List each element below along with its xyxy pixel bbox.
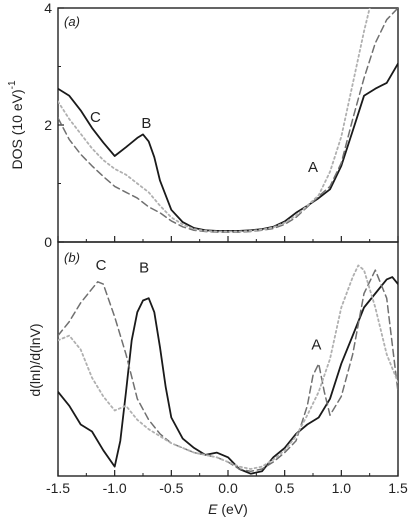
x-tick-label: 1.0 bbox=[332, 480, 352, 496]
peak-label-a: A bbox=[308, 159, 318, 176]
panel-b-frame bbox=[57, 241, 399, 477]
x-tick-label: -1.0 bbox=[103, 480, 127, 496]
series-dotted-line bbox=[58, 264, 398, 470]
x-tick-label: -0.5 bbox=[159, 480, 183, 496]
panel-b: -1.5 -1.0 -0.5 0.0 0.5 1.0 1.5 C B A (b) d(lnI)/… bbox=[27, 241, 408, 517]
panel-b-y-axis-label: d(lnI)/d(lnV) bbox=[27, 323, 43, 396]
panel-a-y-ticks: 0 2 4 bbox=[44, 0, 64, 250]
panel-b-tag: (b) bbox=[64, 250, 80, 265]
y-tick-label: 0 bbox=[44, 234, 52, 250]
x-tick-label: -1.5 bbox=[46, 480, 70, 496]
x-tick-label: 0.0 bbox=[218, 480, 238, 496]
peak-label-b: B bbox=[141, 115, 151, 132]
peak-label-c: C bbox=[90, 109, 101, 126]
panel-a-y-axis-label: DOS (10 eV)-1 bbox=[7, 80, 25, 169]
panel-b-x-ticks: -1.5 -1.0 -0.5 0.0 0.5 1.0 1.5 bbox=[46, 470, 408, 496]
peak-label-c: C bbox=[96, 257, 107, 274]
x-tick-label: 1.5 bbox=[388, 480, 408, 496]
x-tick-label: 0.5 bbox=[275, 480, 295, 496]
y-tick-label: 4 bbox=[44, 0, 52, 16]
x-axis-label: E (eV) bbox=[208, 501, 248, 517]
panel-a-frame bbox=[57, 7, 399, 243]
peak-label-b: B bbox=[139, 259, 149, 276]
panel-a-tag: (a) bbox=[64, 14, 80, 29]
series-dashed-line bbox=[58, 269, 398, 473]
series-dotted-line bbox=[58, 8, 371, 233]
panel-a-x-ticks bbox=[57, 236, 399, 242]
peak-label-a: A bbox=[311, 337, 321, 354]
y-tick-label: 2 bbox=[44, 117, 52, 133]
panel-b-annotations: C B A bbox=[96, 257, 322, 354]
series-solid-line bbox=[58, 62, 398, 232]
panel-a-annotations: C B A bbox=[90, 109, 318, 176]
series-dashed-line bbox=[58, 8, 398, 233]
panel-a: 0 2 4 C B A (a) DOS (10 eV)-1 bbox=[7, 0, 399, 250]
panel-a-series bbox=[58, 8, 398, 233]
panel-b-series bbox=[58, 264, 398, 475]
